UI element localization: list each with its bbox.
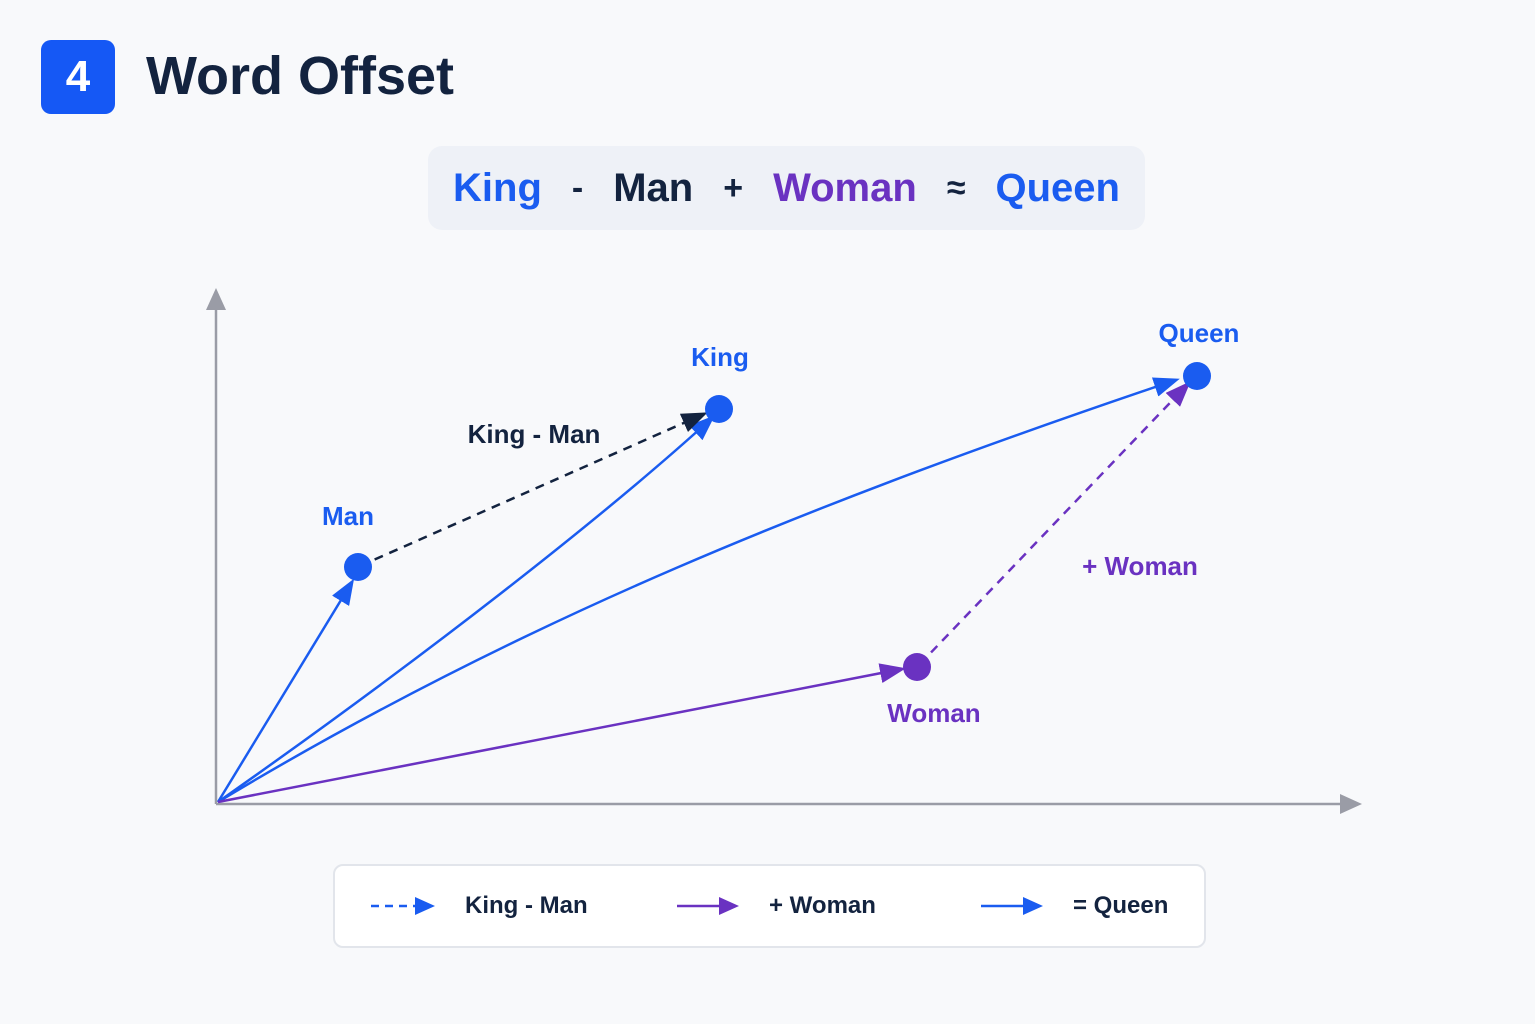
equation-plus-operator: + (723, 168, 744, 207)
blue-arrow-icon (981, 897, 1043, 915)
point-man (344, 553, 372, 581)
step-number-badge: 4 (41, 40, 115, 114)
equation-term-man: Man (613, 165, 694, 210)
point-queen (1183, 362, 1211, 390)
offset-plus-woman (919, 381, 1191, 665)
label-plus-woman: + Woman (1082, 551, 1198, 581)
point-woman (903, 653, 931, 681)
equation-term-queen: Queen (995, 165, 1120, 210)
label-man: Man (322, 501, 374, 531)
vector-king (217, 415, 715, 804)
legend-label: King - Man (465, 892, 588, 919)
legend-item-king-minus-man: King - Man (371, 866, 588, 946)
equation-term-woman: Woman (773, 165, 917, 210)
equation-term-king: King (453, 165, 542, 210)
equation-minus-operator: - (571, 168, 584, 207)
legend-label: = Queen (1073, 892, 1169, 919)
legend-label: + Woman (769, 892, 876, 919)
vector-queen (217, 377, 1180, 804)
page-title: Word Offset (146, 46, 454, 106)
label-king-minus-man: King - Man (468, 419, 601, 449)
label-queen: Queen (1159, 318, 1240, 348)
label-woman: Woman (887, 698, 980, 728)
vector-man (216, 578, 355, 803)
vector-woman (217, 663, 906, 804)
legend-item-plus-woman: + Woman (677, 866, 876, 946)
label-king: King (691, 342, 749, 372)
legend-item-equals-queen: = Queen (981, 866, 1168, 946)
purple-arrow-icon (677, 897, 739, 915)
point-king (705, 395, 733, 423)
legend: King - Man + Woman = Queen (333, 864, 1206, 948)
dashed-arrow-icon (371, 897, 435, 915)
equation-bar: King - Man + Woman ≈ Queen (428, 146, 1145, 230)
equation-approx-operator: ≈ (946, 168, 966, 207)
